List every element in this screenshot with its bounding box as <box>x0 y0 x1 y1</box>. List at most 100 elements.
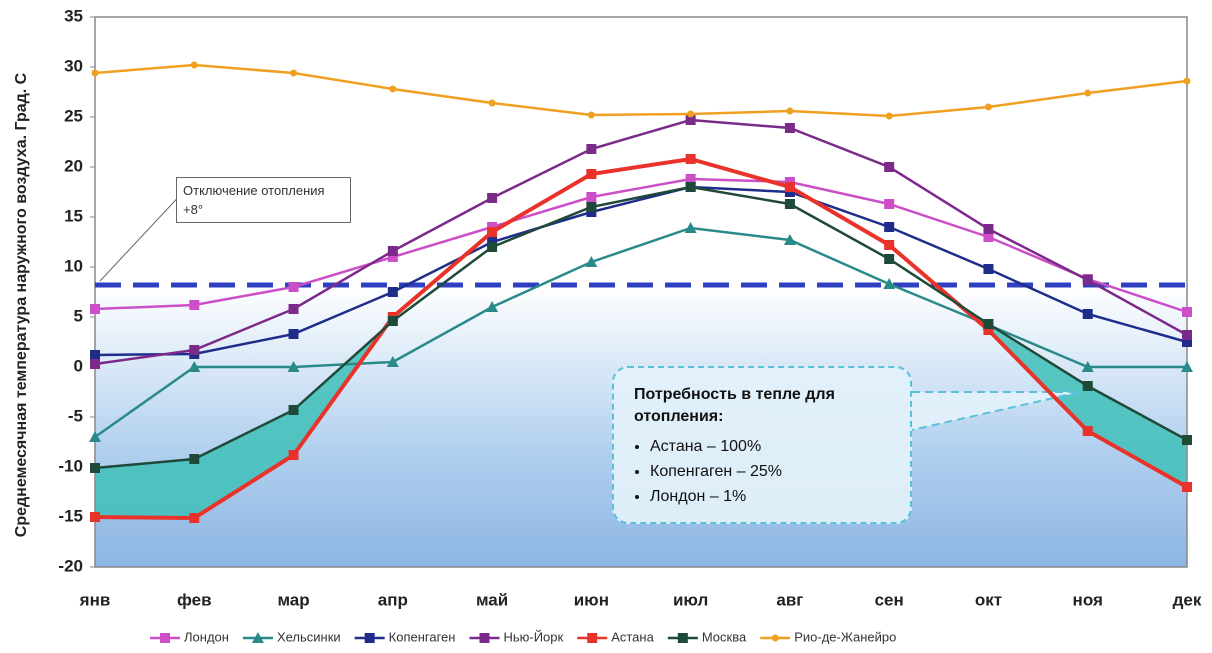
marker <box>1081 361 1094 372</box>
marker <box>1082 309 1093 319</box>
marker <box>487 242 498 252</box>
deficit-area <box>95 317 393 518</box>
marker <box>487 227 498 237</box>
marker <box>189 513 200 523</box>
x-tick-label: авг <box>776 590 803 609</box>
marker <box>488 99 496 107</box>
y-tick-label: 20 <box>64 156 83 175</box>
marker <box>884 254 895 264</box>
marker <box>983 319 994 329</box>
y-tick-label: 10 <box>64 256 83 275</box>
marker <box>586 169 597 179</box>
marker <box>784 123 795 133</box>
marker <box>1182 307 1192 317</box>
marker <box>983 232 994 242</box>
marker <box>188 361 201 372</box>
marker <box>884 162 895 172</box>
legend-label: Астана <box>611 629 654 644</box>
marker <box>586 144 597 154</box>
legend-label: Нью-Йорк <box>503 629 563 644</box>
marker <box>90 512 100 522</box>
marker <box>884 199 895 209</box>
y-tick-label: 35 <box>64 6 83 25</box>
y-tick-label: -15 <box>58 506 83 525</box>
y-axis-label: Среднемесячная температура наружного воз… <box>13 72 30 537</box>
x-tick-label: июл <box>673 590 708 609</box>
marker <box>387 252 398 262</box>
marker <box>587 111 595 119</box>
marker <box>487 193 498 203</box>
marker <box>771 634 779 642</box>
marker <box>984 103 992 111</box>
x-tick-label: июн <box>574 590 609 609</box>
marker <box>1183 77 1191 85</box>
marker <box>677 633 688 643</box>
marker <box>387 246 398 256</box>
callout-item: Лондон – 1% <box>650 484 890 509</box>
marker <box>685 115 696 125</box>
marker <box>290 69 298 77</box>
marker <box>1182 482 1192 492</box>
marker <box>89 431 101 442</box>
y-tick-label: -10 <box>58 456 83 475</box>
callout-pointer <box>911 391 1081 431</box>
series-line <box>94 185 1188 470</box>
series-line <box>94 185 1188 357</box>
reference-note: Отключение отопления +8° <box>176 177 351 223</box>
marker <box>189 454 200 464</box>
series-line <box>94 177 1188 314</box>
marker <box>364 633 375 643</box>
series-line <box>94 156 1188 521</box>
marker <box>883 278 896 289</box>
marker <box>1084 89 1092 97</box>
marker <box>587 633 598 643</box>
marker <box>288 405 299 415</box>
marker <box>90 304 100 314</box>
series-line <box>94 118 1188 366</box>
marker <box>983 224 994 234</box>
series-line <box>94 63 1188 118</box>
marker <box>685 182 696 192</box>
note-leader <box>99 189 186 282</box>
y-tick-label: 5 <box>74 306 83 325</box>
marker <box>387 287 398 297</box>
marker <box>784 199 795 209</box>
series-line <box>94 226 1187 439</box>
marker <box>91 69 99 77</box>
callout-item: Астана – 100% <box>650 434 890 459</box>
marker <box>288 282 299 292</box>
marker <box>479 633 490 643</box>
marker <box>1082 381 1093 391</box>
marker <box>1182 330 1192 340</box>
marker <box>389 85 397 93</box>
marker <box>386 356 399 367</box>
y-tick-label: -5 <box>68 406 83 425</box>
marker <box>189 300 200 310</box>
marker <box>1182 435 1192 445</box>
legend-label: Хельсинки <box>277 629 341 644</box>
x-tick-label: фев <box>177 590 212 609</box>
callout-list: Астана – 100%Копенгаген – 25%Лондон – 1% <box>634 434 890 509</box>
marker <box>783 234 796 245</box>
marker <box>251 632 264 643</box>
x-tick-label: янв <box>79 590 111 609</box>
y-tick-label: -20 <box>58 556 83 575</box>
x-tick-label: ноя <box>1073 590 1103 609</box>
marker <box>685 174 696 184</box>
callout-title: Потребность в тепле для отопления: <box>634 386 835 425</box>
marker <box>1181 361 1193 372</box>
marker <box>90 359 100 369</box>
legend-label: Рио-де-Жанейро <box>794 629 896 644</box>
marker <box>387 316 398 326</box>
y-tick-label: 25 <box>64 106 83 125</box>
callout: Потребность в тепле для отопления: Астан… <box>612 366 912 524</box>
marker <box>288 304 299 314</box>
marker <box>684 222 697 233</box>
marker <box>884 240 895 250</box>
marker <box>884 222 895 232</box>
x-tick-label: окт <box>975 590 1002 609</box>
y-tick-label: 15 <box>64 206 83 225</box>
marker <box>983 325 994 335</box>
x-tick-label: дек <box>1173 590 1202 609</box>
